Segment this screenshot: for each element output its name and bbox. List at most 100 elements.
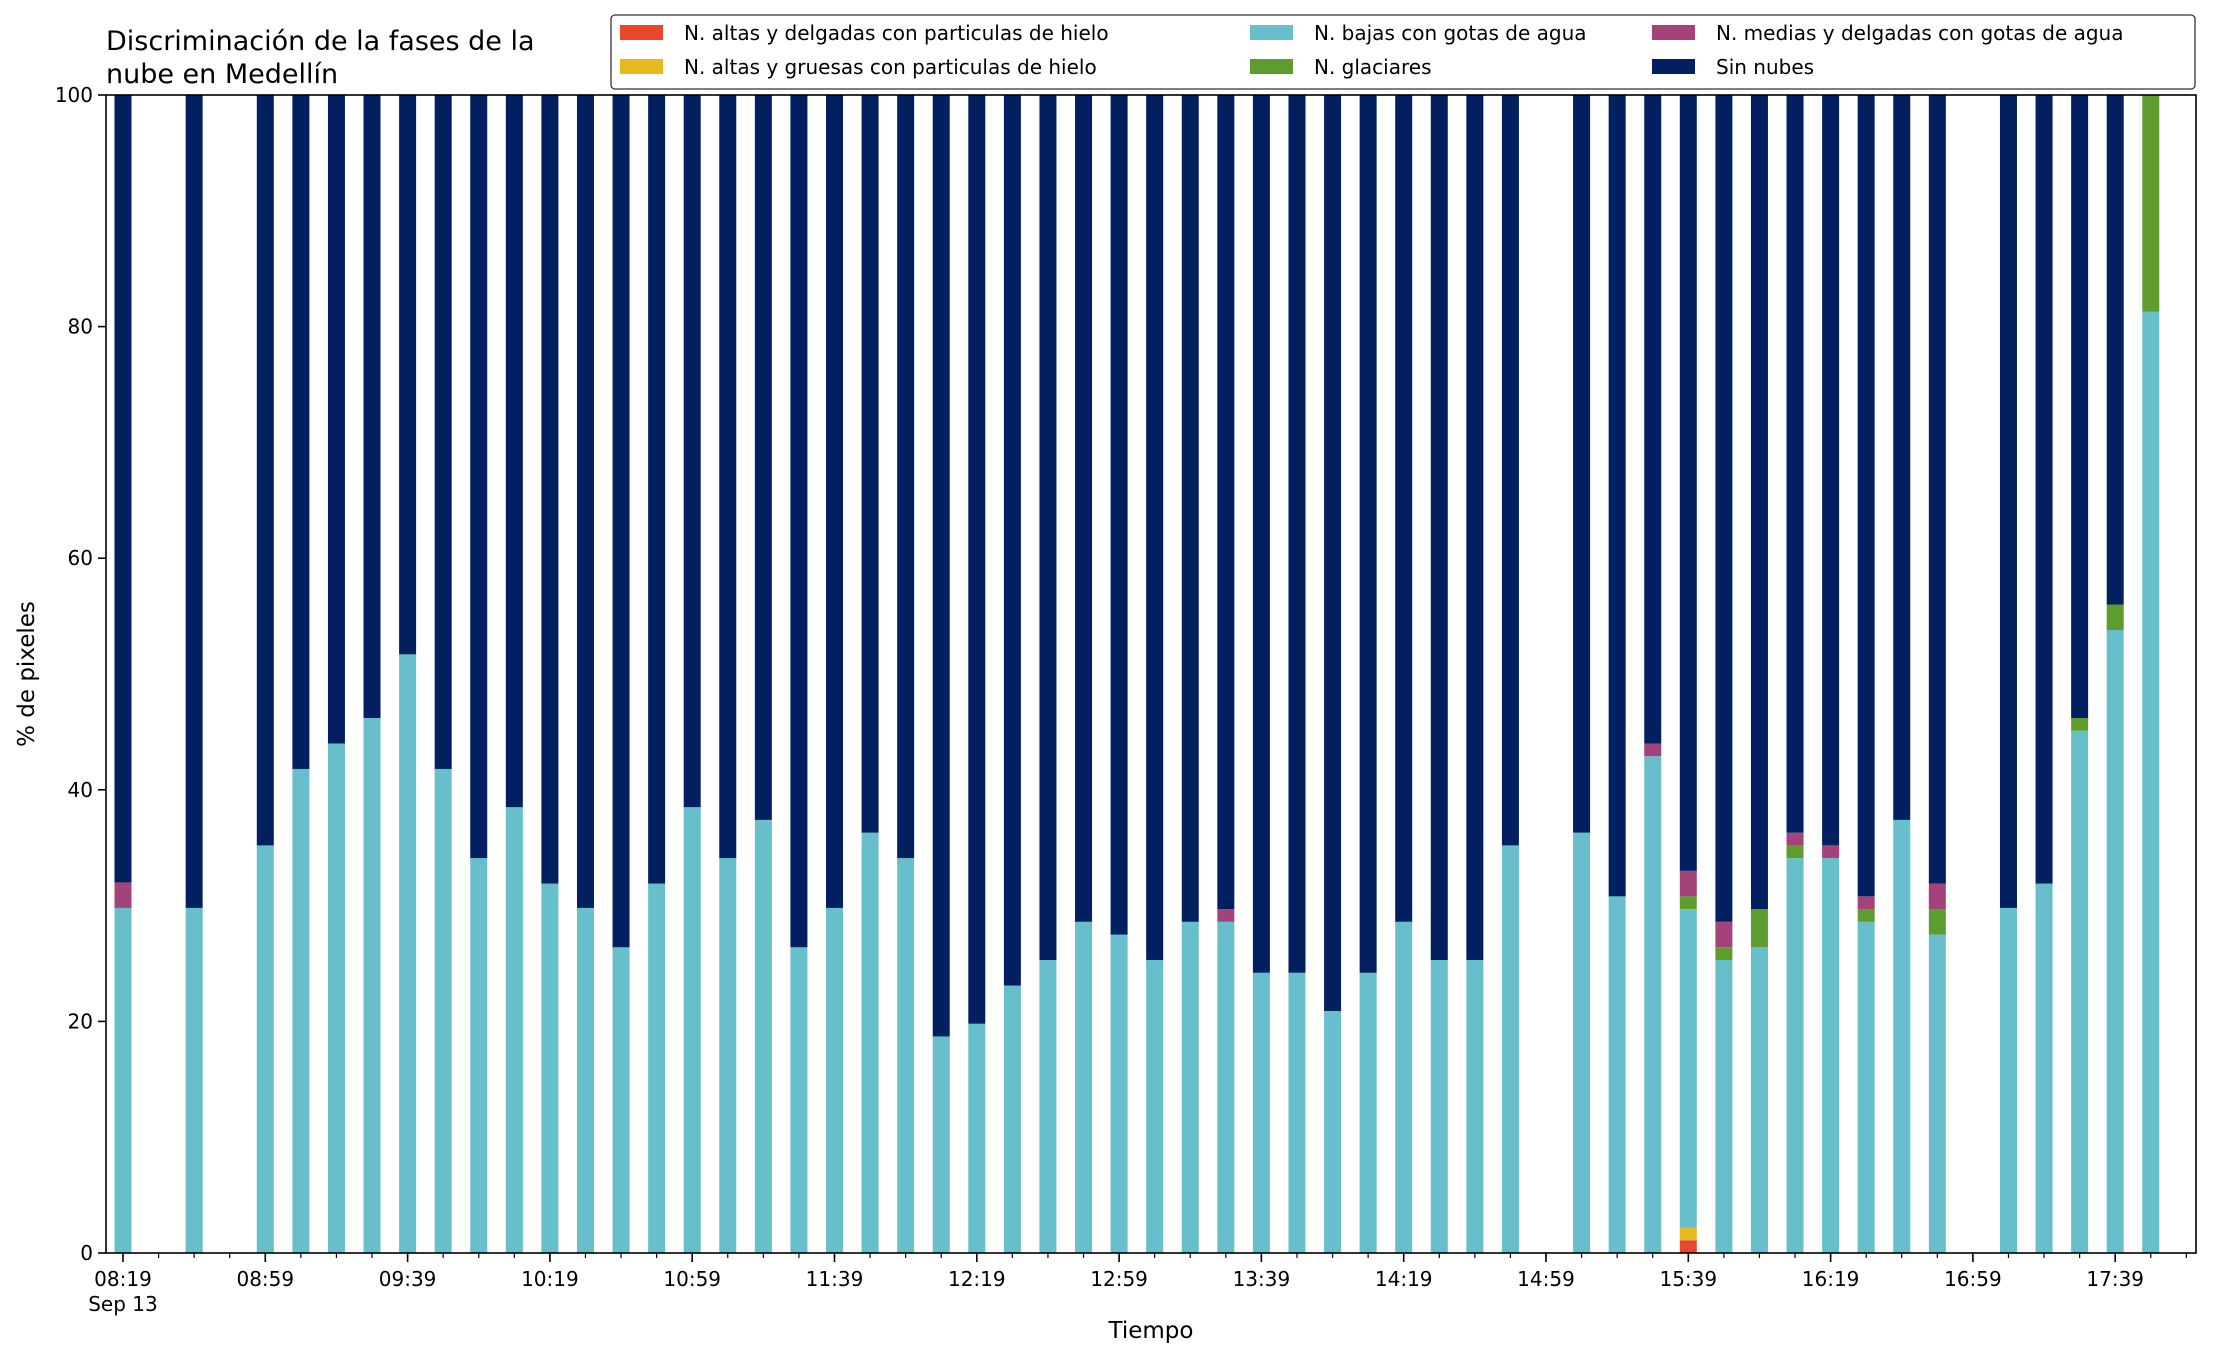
x-tick-label: 12:59 <box>1090 1267 1148 1291</box>
bar-segment <box>2106 95 2124 605</box>
bar-segment <box>1324 95 1342 1011</box>
bar-segment <box>1359 972 1377 1253</box>
bar-segment <box>612 947 630 1253</box>
legend-label: N. bajas con gotas de agua <box>1314 21 1587 45</box>
bar-segment <box>719 858 737 1253</box>
bar-segment <box>683 95 701 808</box>
x-tick-label: 12:19 <box>948 1267 1006 1291</box>
bar-segment <box>292 95 310 769</box>
bar-segment <box>1395 921 1413 1253</box>
bar-segment <box>1679 1227 1697 1241</box>
legend: N. altas y delgadas con particulas de hi… <box>610 14 2196 90</box>
bar-segment <box>1252 972 1270 1253</box>
bar-segment <box>2071 718 2089 731</box>
bar-segment <box>1893 819 1911 1253</box>
bar-segment <box>1715 947 1733 961</box>
bar-segment <box>114 907 132 1253</box>
legend-label: Sin nubes <box>1716 55 1814 79</box>
bar-segment <box>1501 845 1519 1253</box>
x-tick-label: 09:39 <box>379 1267 437 1291</box>
bar-segment <box>2035 95 2053 884</box>
bar-segment <box>1679 870 1697 897</box>
bar-segment <box>861 95 879 833</box>
x-tick-label: 15:39 <box>1659 1267 1717 1291</box>
chart-title-line: Discriminación de la fases de la <box>106 26 535 57</box>
legend-label: N. altas y gruesas con particulas de hie… <box>684 55 1097 79</box>
bar-segment <box>185 907 203 1253</box>
bar-segment <box>719 95 737 859</box>
bar-segment <box>1573 832 1591 1253</box>
bar-segment <box>1644 95 1662 744</box>
bar-segment <box>1857 921 1875 1253</box>
bar-segment <box>1786 858 1804 1253</box>
bar-segment <box>1075 921 1093 1253</box>
bar-segment <box>1288 972 1306 1253</box>
bar-segment <box>1715 95 1733 922</box>
x-tick-label: 17:39 <box>2086 1267 2144 1291</box>
y-tick-label: 80 <box>68 315 93 339</box>
bar-segment <box>1786 832 1804 846</box>
bar-segment <box>754 819 772 1253</box>
bar-segment <box>1715 921 1733 948</box>
bar-segment <box>256 845 274 1253</box>
bar-segment <box>1786 845 1804 859</box>
y-tick-label: 0 <box>80 1241 93 1265</box>
bar-segment <box>114 882 132 908</box>
bar-segment <box>1430 95 1448 961</box>
bar-segment <box>1750 909 1768 948</box>
bar-segment <box>1999 95 2017 908</box>
bar-segment <box>2035 883 2053 1253</box>
bars-layer <box>114 95 2160 1253</box>
bar-segment <box>1181 95 1199 922</box>
bar-segment <box>1181 921 1199 1253</box>
x-tick-label: 08:59 <box>236 1267 294 1291</box>
bar-segment <box>1395 95 1413 922</box>
plot-frame <box>105 94 2197 1254</box>
bar-segment <box>1857 909 1875 922</box>
bar-segment <box>1003 985 1021 1253</box>
bar-segment <box>256 95 274 846</box>
bar-segment <box>576 95 594 908</box>
x-tick-label: 16:59 <box>1944 1267 2002 1291</box>
bar-segment <box>897 95 915 859</box>
legend-label: N. altas y delgadas con particulas de hi… <box>684 21 1109 45</box>
bar-segment <box>1110 95 1128 935</box>
y-tick-label: 100 <box>55 83 93 107</box>
bar-segment <box>754 95 772 820</box>
bar-segment <box>1715 960 1733 1253</box>
bar-segment <box>2106 604 2124 630</box>
bar-segment <box>541 883 559 1253</box>
y-tick-label: 20 <box>68 1009 93 1033</box>
bar-segment <box>185 95 203 908</box>
bar-segment <box>114 95 132 883</box>
bar-segment <box>1075 95 1093 922</box>
bar-segment <box>1466 95 1484 961</box>
bar-segment <box>470 95 488 859</box>
x-tick-label: 08:19 <box>94 1267 152 1291</box>
bar-segment <box>1288 95 1306 973</box>
x-tick-label: 16:19 <box>1802 1267 1860 1291</box>
bar-segment <box>1430 960 1448 1253</box>
bar-segment <box>897 858 915 1253</box>
bar-segment <box>1928 934 1946 1253</box>
legend-swatch <box>1652 59 1695 74</box>
bar-segment <box>2142 95 2160 312</box>
bar-segment <box>434 95 452 769</box>
x-tick-label: 10:59 <box>663 1267 721 1291</box>
bar-segment <box>1750 947 1768 1253</box>
bar-segment <box>576 907 594 1253</box>
bar-segment <box>1003 95 1021 986</box>
bar-segment <box>1928 883 1946 910</box>
bar-segment <box>968 1023 986 1253</box>
bar-segment <box>1324 1010 1342 1253</box>
chart-title-line: nube en Medellín <box>106 59 338 90</box>
bar-segment <box>2106 630 2124 1253</box>
chart-title: Discriminación de la fases de la nube en … <box>106 26 535 90</box>
x-tick-label: 10:19 <box>521 1267 579 1291</box>
bar-segment <box>1679 1240 1697 1253</box>
legend-swatch <box>1652 25 1695 40</box>
bar-segment <box>1110 934 1128 1253</box>
bar-segment <box>1928 909 1946 935</box>
bar-segment <box>327 95 345 744</box>
bar-segment <box>790 95 808 948</box>
